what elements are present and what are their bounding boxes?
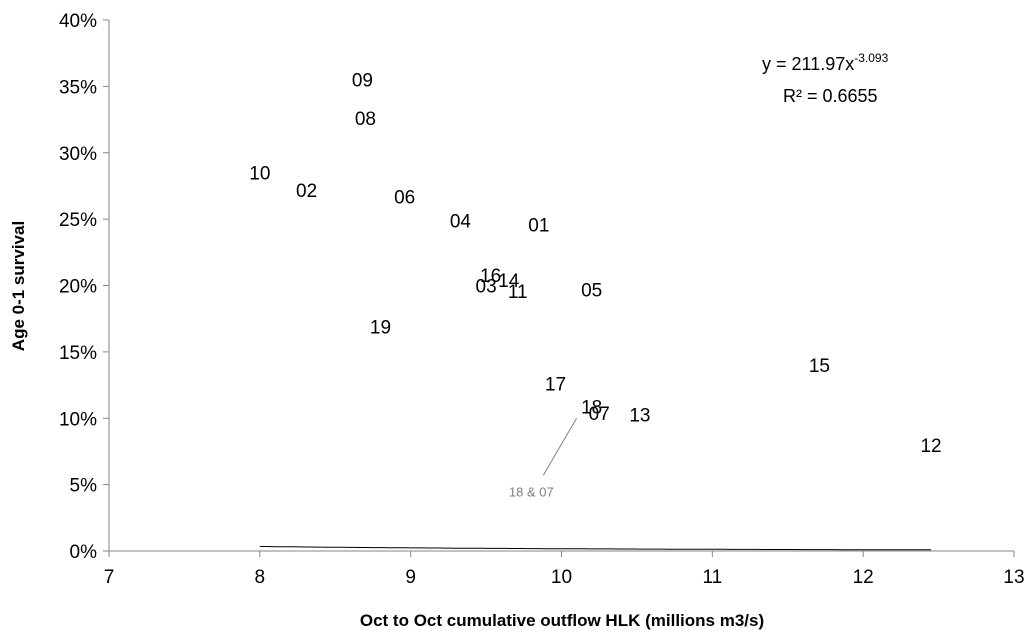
point-label-10: 10 xyxy=(249,164,270,185)
point-label-14: 14 xyxy=(498,271,520,292)
y-tick-label: 35% xyxy=(59,77,97,98)
y-tick-label: 15% xyxy=(59,343,97,364)
y-tick-label: 30% xyxy=(59,144,97,165)
point-label-19: 19 xyxy=(370,318,391,339)
x-axis-title: Oct to Oct cumulative outflow HLK (milli… xyxy=(360,611,764,630)
x-tick-label: 11 xyxy=(702,567,722,588)
point-label-09: 09 xyxy=(352,71,373,92)
y-tick-label: 5% xyxy=(70,476,98,497)
x-tick-label: 8 xyxy=(255,567,266,588)
point-label-01: 01 xyxy=(528,215,549,236)
x-tick-label: 12 xyxy=(853,567,874,588)
point-label-13: 13 xyxy=(629,405,650,426)
point-label-11: 11 xyxy=(508,282,528,303)
point-label-18: 18 xyxy=(581,397,602,418)
trendline-equation: y = 211.97x-3.093 xyxy=(762,51,889,74)
y-tick-label: 20% xyxy=(59,277,97,298)
point-label-03: 03 xyxy=(476,277,497,298)
x-tick-label: 7 xyxy=(104,567,115,588)
y-tick-label: 40% xyxy=(59,11,97,32)
y-tick-label: 25% xyxy=(59,210,97,231)
x-tick-labels: 7 8 9 10 11 12 13 xyxy=(104,567,1025,588)
point-label-05: 05 xyxy=(581,280,602,301)
point-label-08: 08 xyxy=(355,109,376,130)
y-tick-label: 10% xyxy=(59,409,97,430)
point-label-04: 04 xyxy=(450,211,472,232)
point-label-15: 15 xyxy=(809,356,830,377)
point-label-17: 17 xyxy=(545,375,566,396)
axes xyxy=(103,19,1015,557)
point-label-12: 12 xyxy=(920,436,941,457)
trendline-equation-base: y = 211.97x xyxy=(762,54,854,74)
power-trendline xyxy=(259,546,931,551)
trendline-equation-exponent: -3.093 xyxy=(854,51,888,65)
y-tick-labels: 0% 5% 10% 15% 20% 25% 30% 35% 40% xyxy=(59,11,97,563)
trendline-r-squared: R² = 0.6655 xyxy=(783,86,878,106)
x-tick-label: 13 xyxy=(1003,567,1024,588)
annotation-leader-line xyxy=(542,417,578,476)
x-tick-label: 9 xyxy=(405,567,416,588)
point-label-02: 02 xyxy=(296,181,317,202)
annotation-text: 18 & 07 xyxy=(509,484,554,499)
point-label-07: 07 xyxy=(589,404,610,425)
y-axis-title: Age 0-1 survival xyxy=(9,221,28,351)
x-tick-label: 10 xyxy=(551,567,572,588)
point-label-16: 16 xyxy=(480,266,501,287)
y-tick-label: 0% xyxy=(70,542,98,563)
point-label-06: 06 xyxy=(394,188,415,209)
